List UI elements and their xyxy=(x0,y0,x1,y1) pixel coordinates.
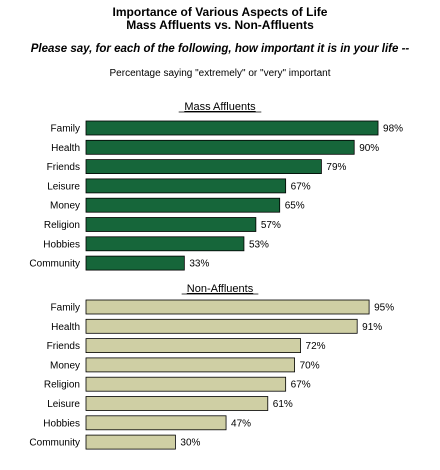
mass-affluents-value-label: 53% xyxy=(249,239,269,250)
chart-title-line1: Importance of Various Aspects of Life xyxy=(112,5,328,19)
mass-affluents-value-label: 90% xyxy=(359,143,379,154)
non-affluents-section-title: Non-Affluents xyxy=(187,283,254,295)
non-affluents-category-label: Community xyxy=(29,438,80,449)
survey-question: Please say, for each of the following, h… xyxy=(30,43,410,55)
mass-affluents-bar xyxy=(85,139,355,155)
mass-affluents-value-label: 79% xyxy=(326,162,346,173)
non-affluents-value-label: 67% xyxy=(291,380,311,391)
mass-affluents-value-label: 33% xyxy=(189,259,209,270)
mass-affluents-value-label: 98% xyxy=(383,124,403,135)
non-affluents-bar xyxy=(85,396,269,411)
non-affluents-bar xyxy=(85,434,176,450)
chart-note: Percentage saying "extremely" or "very" … xyxy=(109,68,331,79)
non-affluents-bar xyxy=(85,338,301,354)
mass-affluents-category-label: Money xyxy=(50,201,80,212)
non-affluents-category-label: Family xyxy=(51,303,80,314)
non-affluents-category-label: Leisure xyxy=(47,399,80,410)
mass-affluents-value-label: 65% xyxy=(285,201,305,212)
mass-affluents-section-title: Mass Affluents xyxy=(184,101,256,113)
mass-affluents-bar xyxy=(85,120,379,136)
mass-affluents-bar xyxy=(85,178,287,194)
non-affluents-bar xyxy=(85,318,358,334)
mass-affluents-category-label: Health xyxy=(51,143,80,154)
mass-affluents-category-label: Community xyxy=(29,259,80,270)
non-affluents-value-label: 47% xyxy=(231,418,251,429)
non-affluents-category-label: Hobbies xyxy=(43,418,80,429)
non-affluents-bar xyxy=(85,376,287,392)
non-affluents-category-label: Money xyxy=(50,360,80,371)
mass-affluents-bar xyxy=(85,217,257,232)
non-affluents-value-label: 70% xyxy=(300,360,320,371)
non-affluents-bar xyxy=(85,415,227,431)
non-affluents-value-label: 91% xyxy=(362,322,382,333)
non-affluents-category-label: Health xyxy=(51,322,80,333)
mass-affluents-value-label: 67% xyxy=(291,181,311,192)
mass-affluents-value-label: 57% xyxy=(261,220,281,231)
mass-affluents-category-label: Religion xyxy=(44,220,80,231)
mass-affluents-bar xyxy=(85,255,185,271)
mass-affluents-category-label: Family xyxy=(51,124,80,135)
non-affluents-value-label: 61% xyxy=(273,399,293,410)
non-affluents-bar xyxy=(85,299,370,315)
non-affluents-value-label: 72% xyxy=(306,341,326,352)
non-affluents-category-label: Religion xyxy=(44,380,80,391)
mass-affluents-category-label: Hobbies xyxy=(43,239,80,250)
mass-affluents-bar xyxy=(85,197,281,213)
non-affluents-bar xyxy=(85,357,296,373)
mass-affluents-bar xyxy=(85,159,322,175)
mass-affluents-bar xyxy=(85,236,245,252)
chart-title-line2: Mass Affluents vs. Non-Affluents xyxy=(126,18,314,32)
non-affluents-category-label: Friends xyxy=(47,341,80,352)
mass-affluents-category-label: Friends xyxy=(47,162,80,173)
non-affluents-value-label: 95% xyxy=(374,303,394,314)
mass-affluents-category-label: Leisure xyxy=(47,181,80,192)
non-affluents-value-label: 30% xyxy=(180,438,200,449)
